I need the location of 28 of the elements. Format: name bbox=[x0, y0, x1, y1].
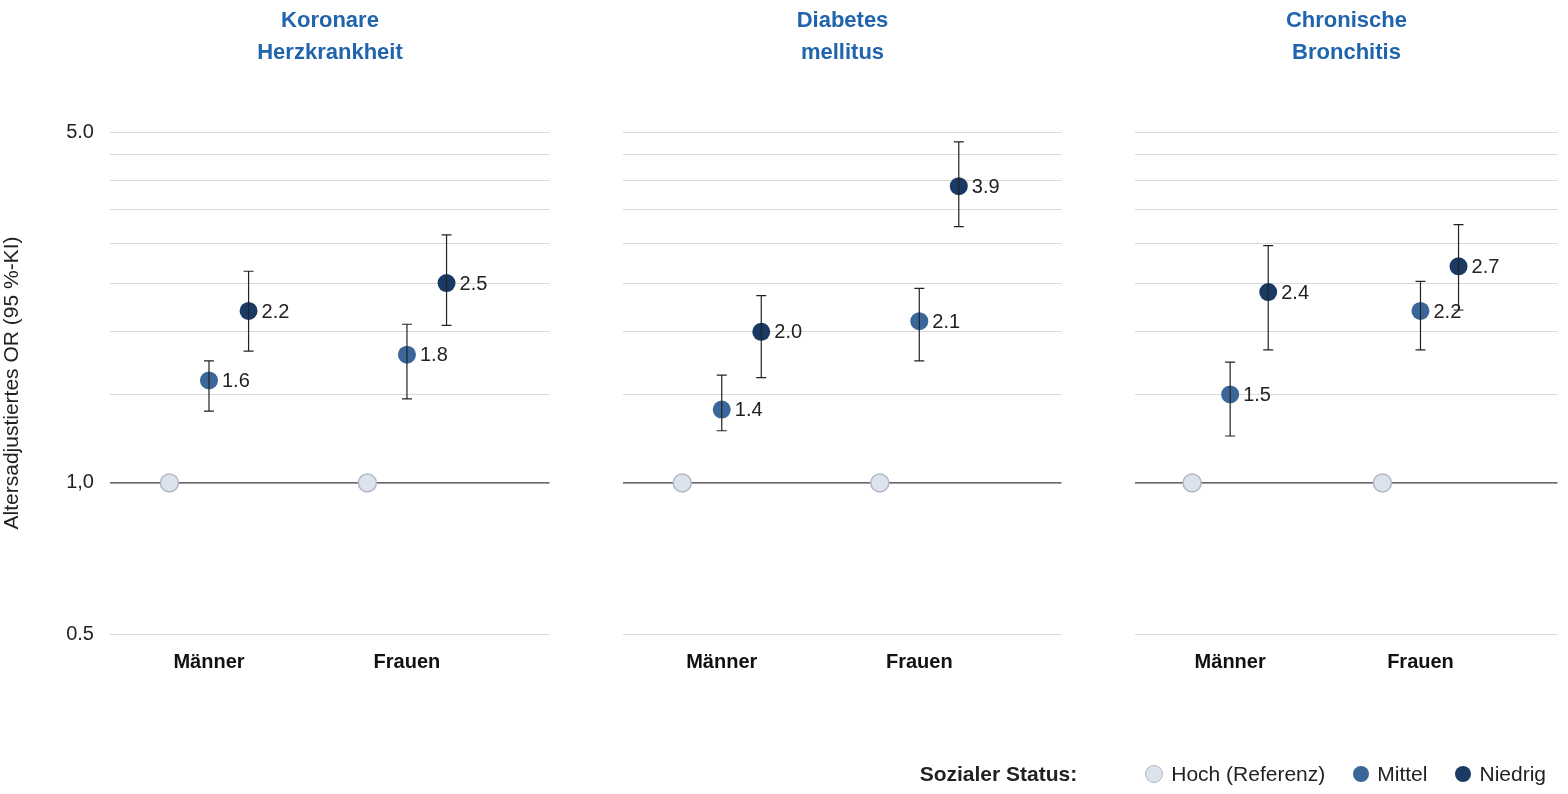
x-tick-label: Männer bbox=[173, 649, 245, 672]
x-tick-label: Männer bbox=[686, 649, 758, 672]
data-label: 1.8 bbox=[419, 343, 448, 366]
data-label: 2.2 bbox=[261, 299, 290, 322]
x-tick-label: Frauen bbox=[885, 649, 953, 672]
chart-title: Chronische Bronchitis bbox=[1285, 6, 1408, 66]
data-label: 2.0 bbox=[774, 320, 803, 343]
data-label: 1.6 bbox=[221, 368, 250, 391]
chart-title: Diabetes mellitus bbox=[795, 6, 890, 66]
y-tick-label: 5.0 bbox=[66, 119, 94, 142]
y-axis-title: Altersadjustiertes OR (95 %-KI) bbox=[0, 236, 23, 530]
x-tick-label: Frauen bbox=[373, 649, 441, 672]
legend-title: Sozialer Status: bbox=[919, 762, 1078, 786]
data-label: 2.4 bbox=[1281, 280, 1310, 303]
data-label: 2.5 bbox=[459, 271, 488, 294]
legend-label: Mittel bbox=[1377, 762, 1428, 786]
data-label: 1.5 bbox=[1243, 383, 1271, 405]
data-label: 1.4 bbox=[734, 398, 763, 421]
x-tick-label: Frauen bbox=[1387, 649, 1454, 672]
chart-title: Koronare Herzkrankheit bbox=[256, 6, 404, 66]
x-tick-label: Männer bbox=[1194, 649, 1266, 672]
legend-label: Hoch (Referenz) bbox=[1171, 762, 1326, 786]
data-label: 3.9 bbox=[971, 174, 1000, 197]
data-label: 2.1 bbox=[932, 309, 961, 332]
y-tick-label: 0.5 bbox=[66, 621, 94, 644]
data-label: 2.7 bbox=[1471, 254, 1500, 277]
y-tick-label: 1,0 bbox=[66, 470, 94, 493]
legend-label: Niedrig bbox=[1479, 762, 1546, 786]
